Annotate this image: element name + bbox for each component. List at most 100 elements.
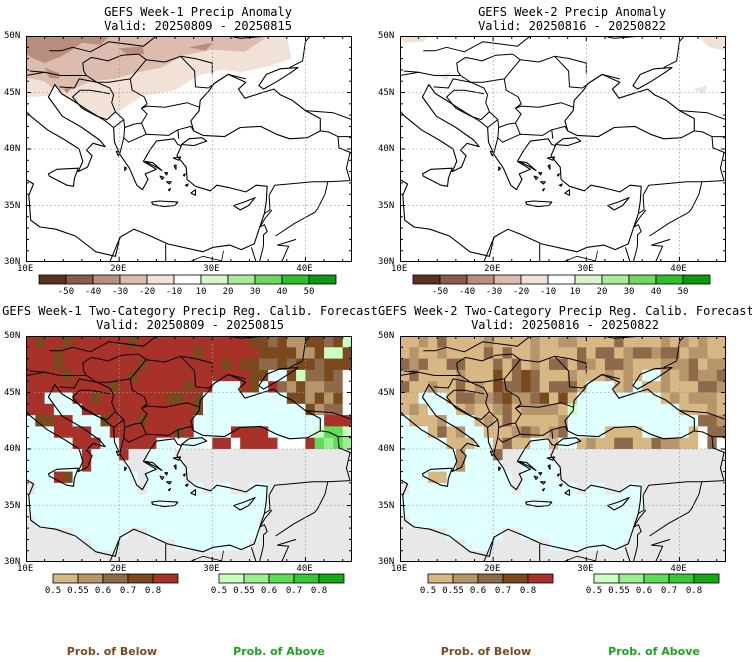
- prob-cell: [81, 426, 92, 439]
- prob-cell: [119, 369, 129, 382]
- island: [115, 150, 121, 157]
- prob-cell: [586, 403, 596, 416]
- prob-cell: [670, 471, 680, 484]
- prob-cell: [249, 369, 260, 382]
- prob-cell: [577, 494, 587, 506]
- prob-cell: [530, 449, 541, 461]
- colorbar-label: 0.8: [519, 586, 537, 596]
- prob-cell: [521, 505, 531, 518]
- prob-cell: [493, 494, 503, 506]
- prob-cell: [258, 415, 269, 427]
- prob-cell: [502, 336, 513, 348]
- prob-cell: [26, 482, 36, 495]
- prob-cell: [128, 494, 139, 506]
- prob-cell: [128, 347, 139, 359]
- border: [497, 125, 569, 143]
- colorbar-swatch: [452, 573, 479, 584]
- prob-cell: [100, 347, 111, 359]
- prob-cell: [100, 460, 111, 472]
- prob-cell: [455, 494, 466, 506]
- prob-cell: [567, 336, 578, 348]
- prob-cell: [221, 494, 232, 506]
- prob-cell: [203, 437, 213, 450]
- prob-cell: [175, 336, 185, 348]
- prob-cell: [688, 437, 699, 450]
- prob-cell: [286, 358, 297, 371]
- prob-cell: [296, 437, 306, 450]
- prob-cell: [277, 449, 288, 461]
- prob-cell: [314, 381, 325, 393]
- prob-cell: [81, 460, 92, 472]
- border: [195, 358, 213, 375]
- island: [124, 166, 128, 172]
- prob-below-colorbar-1: 0.5 0.55 0.6 0.7 0.8: [45, 573, 179, 596]
- prob-cell: [465, 381, 475, 393]
- prob-cell: [623, 460, 634, 472]
- prob-cell: [716, 381, 726, 393]
- prob-cell: [26, 381, 36, 393]
- prob-cell: [558, 336, 568, 348]
- colorbar-swatch: [682, 274, 711, 285]
- prob-cell: [137, 347, 148, 359]
- prob-cell: [437, 494, 447, 506]
- coastline: [400, 84, 642, 257]
- prob-cell: [324, 403, 334, 416]
- colorbar-label: 0.8: [685, 586, 703, 596]
- prob-cell: [418, 471, 429, 484]
- prob-cell: [465, 347, 475, 359]
- prob-cell: [437, 403, 447, 416]
- prob-cell: [427, 550, 438, 562]
- axis-ticks: [26, 36, 352, 262]
- prob-cell: [483, 494, 494, 506]
- prob-cell: [72, 550, 83, 562]
- prob-cell: [91, 358, 101, 371]
- prob-cell: [418, 381, 429, 393]
- prob-cell: [26, 403, 36, 416]
- prob-cell: [521, 550, 531, 562]
- prob-cell: [230, 494, 241, 506]
- prob-cell: [296, 482, 306, 495]
- prob-cell: [156, 369, 167, 382]
- border: [113, 419, 125, 428]
- prob-cell: [437, 516, 447, 529]
- prob-cell: [193, 528, 204, 540]
- prob-cell: [521, 528, 531, 540]
- prob-cell: [44, 539, 55, 552]
- prob-cell: [604, 460, 615, 472]
- prob-cell: [212, 392, 222, 405]
- border: [275, 181, 329, 237]
- prob-cell: [446, 426, 457, 439]
- axis-ticks: [400, 36, 726, 262]
- prob-cell: [409, 403, 419, 416]
- prob-cell: [147, 403, 157, 416]
- prob-cell: [193, 460, 204, 472]
- prob-cell: [483, 426, 494, 439]
- prob-cell: [660, 494, 671, 506]
- prob-cell: [614, 369, 624, 382]
- prob-cell: [240, 460, 250, 472]
- prob-cell: [128, 403, 139, 416]
- border: [146, 355, 196, 363]
- prob-cell: [688, 505, 699, 518]
- prob-cell: [230, 449, 241, 461]
- border: [649, 181, 703, 237]
- coastline: [258, 367, 299, 390]
- border: [711, 436, 726, 462]
- prob-below-label-1: Prob. of Below: [66, 645, 158, 658]
- prob-cell: [203, 358, 213, 371]
- prob-cell: [437, 550, 447, 562]
- lat-label: 40N: [378, 144, 395, 154]
- prob-cell: [660, 449, 671, 461]
- lon-label: 40E: [670, 264, 687, 274]
- border: [180, 55, 209, 89]
- prob-cell: [100, 369, 111, 382]
- border: [264, 495, 271, 514]
- colorbar-swatch: [227, 274, 256, 285]
- prob-cell: [258, 460, 269, 472]
- prob-cell: [91, 347, 101, 359]
- prob-cell: [521, 494, 531, 506]
- prob-cell: [212, 539, 222, 552]
- prob-cell: [277, 516, 288, 529]
- prob-cell: [333, 494, 344, 506]
- prob-cell: [586, 539, 596, 552]
